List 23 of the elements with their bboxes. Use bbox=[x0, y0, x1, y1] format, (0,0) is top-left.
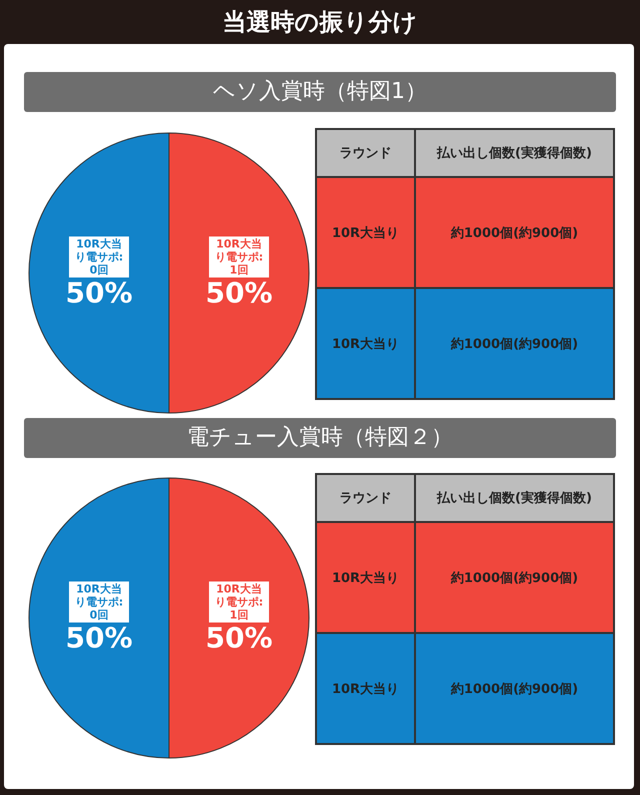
text: 約1000個(約900個) bbox=[415, 288, 614, 399]
chart-subtitle: ヘソ入賞時（特図1） bbox=[24, 72, 616, 112]
text: ラウンド bbox=[316, 474, 415, 522]
chart-title: 電チュー入賞時（特図２） bbox=[24, 418, 616, 458]
category-label: 10R大当り bbox=[316, 522, 415, 633]
category-label: 10R大当り bbox=[316, 177, 415, 288]
category-label: 10R大当り bbox=[316, 633, 415, 744]
text: 約1000個(約900個) bbox=[415, 177, 614, 288]
category-label: 10R大当り bbox=[316, 288, 415, 399]
text: ラウンド bbox=[316, 129, 415, 177]
text: 約1000個(約900個) bbox=[415, 633, 614, 744]
text: 約1000個(約900個) bbox=[415, 522, 614, 633]
slice-label: 10R大当り電サポ:1回 bbox=[209, 236, 269, 278]
slice-label: 10R大当り電サポ:1回 bbox=[209, 582, 269, 622]
data-label: 50% bbox=[64, 622, 134, 654]
text: 払い出し個数(実獲得個数) bbox=[415, 129, 614, 177]
data-label: 50% bbox=[204, 622, 274, 654]
slice-label: 10R大当り電サポ:0回 bbox=[69, 582, 129, 622]
slice-label: 10R大当り電サポ:0回 bbox=[69, 236, 129, 278]
chart-title: 当選時の振り分け bbox=[222, 7, 418, 38]
data-label: 50% bbox=[204, 276, 274, 310]
data-label: 50% bbox=[64, 276, 134, 310]
text: 払い出し個数(実獲得個数) bbox=[415, 474, 614, 522]
